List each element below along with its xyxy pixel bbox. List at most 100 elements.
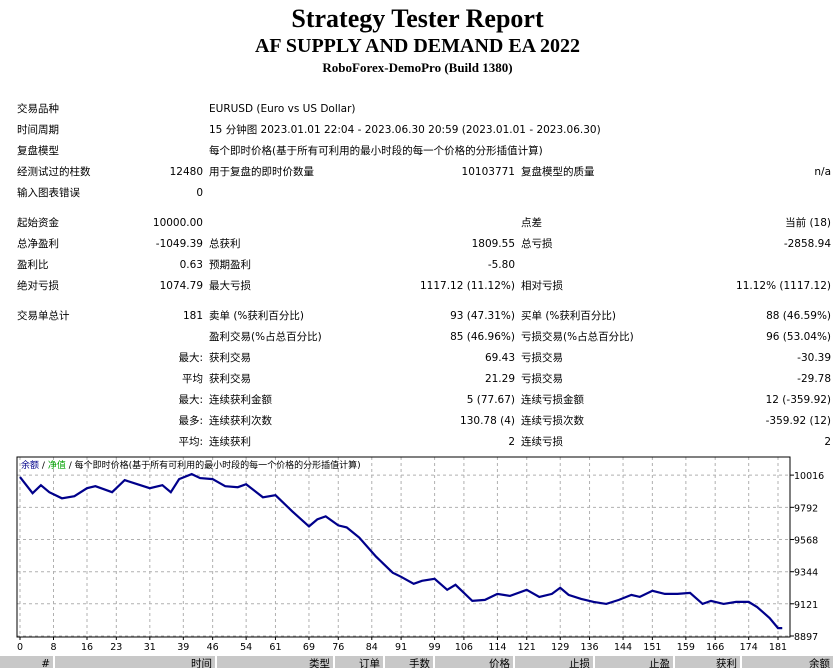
stat-value	[419, 182, 519, 203]
x-tick-label: 121	[518, 642, 536, 653]
stat-value: 最多:	[178, 415, 203, 427]
stat-value: 88 (46.59%)	[766, 309, 832, 322]
x-tick-label: 61	[269, 642, 281, 653]
stat-value: 0.63	[179, 258, 203, 271]
stat-value: 12480	[169, 165, 203, 178]
stat-value: 2	[508, 435, 515, 448]
stat-label: 时间周期	[17, 124, 59, 136]
stat-label: 获利交易	[209, 352, 251, 364]
stat-label	[207, 182, 419, 203]
stat-label: 点差	[521, 217, 542, 229]
stats-row: 交易单总计 181 卖单 (%获利百分比) 93 (47.31%) 买单 (%获利百分比…	[0, 305, 835, 326]
y-tick-label: 9121	[794, 600, 818, 611]
stat-value: -1049.39	[155, 237, 203, 250]
stat-value: 93 (47.31%)	[450, 309, 515, 322]
column-header[interactable]: 余额	[742, 656, 835, 668]
stat-label: 盈利比	[17, 259, 49, 271]
stat-value: 5 (77.67)	[466, 393, 515, 406]
stats-row: 最多: 连续获利次数 130.78 (4) 连续亏损次数 -359.92 (12)	[0, 410, 835, 431]
x-tick-label: 23	[110, 642, 122, 653]
stat-label: 绝对亏损	[17, 280, 59, 292]
stat-value	[150, 326, 207, 347]
x-tick-label: 159	[677, 642, 695, 653]
legend-separator: /	[42, 461, 46, 471]
x-tick-label: 76	[332, 642, 344, 653]
stat-label: 买单 (%获利百分比)	[521, 310, 617, 322]
stat-label: 预期盈利	[209, 259, 251, 271]
report-title: Strategy Tester Report	[291, 4, 544, 33]
stat-label	[519, 254, 699, 275]
x-tick-label: 136	[580, 642, 598, 653]
legend-model: / 每个即时价格(基于所有可利用的最小时段的每一个价格的分形插值计算)	[69, 459, 361, 471]
server-build: RoboForex-DemoPro (Build 1380)	[322, 60, 513, 75]
x-tick-label: 99	[429, 642, 441, 653]
stat-label	[519, 182, 699, 203]
x-tick-label: 16	[81, 642, 93, 653]
legend-balance: 余额	[21, 459, 39, 471]
stat-label: 卖单 (%获利百分比)	[209, 310, 305, 322]
x-tick-label: 106	[455, 642, 473, 653]
x-tick-label: 0	[17, 642, 23, 653]
y-axis: 10016 9792 9568 9344 9121 8897	[790, 471, 824, 643]
stat-label: 连续亏损金额	[521, 394, 584, 406]
stat-label: 相对亏损	[521, 280, 563, 292]
column-header[interactable]: 价格	[435, 656, 515, 668]
spacer-row	[0, 296, 835, 305]
stats-row: 最大: 连续获利金额 5 (77.67) 连续亏损金额 12 (-359.92)	[0, 389, 835, 410]
column-header[interactable]: 类型	[217, 656, 335, 668]
spacer-row	[0, 203, 835, 212]
stat-label	[0, 347, 150, 368]
stats-row: 平均: 连续获利 2 连续亏损 2	[0, 431, 835, 452]
stat-label: 连续亏损	[521, 436, 563, 448]
stat-value: 2	[824, 435, 832, 448]
stat-label: 亏损交易	[521, 373, 563, 385]
stats-row: 经测试过的柱数 12480 用于复盘的即时价数量 10103771 复盘模型的质量 n/a	[0, 161, 835, 182]
stat-value: 0	[196, 186, 203, 199]
stats-row: 起始资金 10000.00 点差 当前 (18)	[0, 212, 835, 233]
x-tick-label: 144	[614, 642, 632, 653]
x-tick-label: 114	[488, 642, 506, 653]
x-tick-label: 69	[303, 642, 315, 653]
y-tick-label: 9344	[794, 568, 818, 579]
stat-value: 平均:	[178, 436, 203, 448]
stat-label: 总净盈利	[17, 238, 59, 250]
stat-value	[419, 212, 519, 233]
x-tick-label: 181	[769, 642, 787, 653]
stat-label: 连续获利次数	[209, 415, 272, 427]
column-header[interactable]: #	[0, 656, 55, 668]
column-header[interactable]: 获利	[675, 656, 742, 668]
y-tick-label: 9568	[794, 536, 818, 547]
stats-table: 交易品种 EURUSD (Euro vs US Dollar) 时间周期 15 分钟图…	[0, 98, 835, 452]
stat-label: 输入图表错误	[17, 187, 80, 199]
stat-value: -5.80	[487, 258, 515, 271]
x-tick-label: 166	[706, 642, 724, 653]
stat-label	[0, 431, 150, 452]
x-tick-label: 129	[551, 642, 569, 653]
stat-label	[0, 368, 150, 389]
legend-equity: 净值	[48, 459, 66, 471]
stat-label: 连续获利	[209, 436, 251, 448]
stat-label: 盈利交易(%占总百分比)	[209, 331, 322, 343]
stat-label: 交易品种	[17, 103, 59, 115]
equity-line	[19, 473, 783, 629]
y-tick-label: 10016	[794, 471, 824, 482]
stat-value: 11.12% (1117.12)	[736, 279, 832, 292]
stat-value: 85 (46.96%)	[450, 330, 515, 343]
stat-label: 连续亏损次数	[521, 415, 584, 427]
stat-value: -359.92 (12)	[765, 414, 832, 427]
column-header[interactable]: 手数	[385, 656, 435, 668]
column-header[interactable]: 时间	[55, 656, 217, 668]
stat-value: 15 分钟图 2023.01.01 22:04 - 2023.06.30 20:…	[209, 124, 601, 136]
stat-value: 12 (-359.92)	[765, 393, 832, 406]
column-header[interactable]: 订单	[335, 656, 385, 668]
chart-legend: 余额 / 净值 / 每个即时价格(基于所有可利用的最小时段的每一个价格的分形插值…	[21, 459, 361, 471]
stat-label: 获利交易	[209, 373, 251, 385]
column-header[interactable]: 止盈	[595, 656, 675, 668]
stat-label: 交易单总计	[17, 310, 70, 322]
stat-label: 亏损交易(%占总百分比)	[521, 331, 634, 343]
stats-row: 平均 获利交易 21.29 亏损交易 -29.78	[0, 368, 835, 389]
stat-label: 连续获利金额	[209, 394, 272, 406]
column-header[interactable]: 止损	[515, 656, 595, 668]
stats-row: 最大: 获利交易 69.43 亏损交易 -30.39	[0, 347, 835, 368]
stats-row: 输入图表错误 0	[0, 182, 835, 203]
